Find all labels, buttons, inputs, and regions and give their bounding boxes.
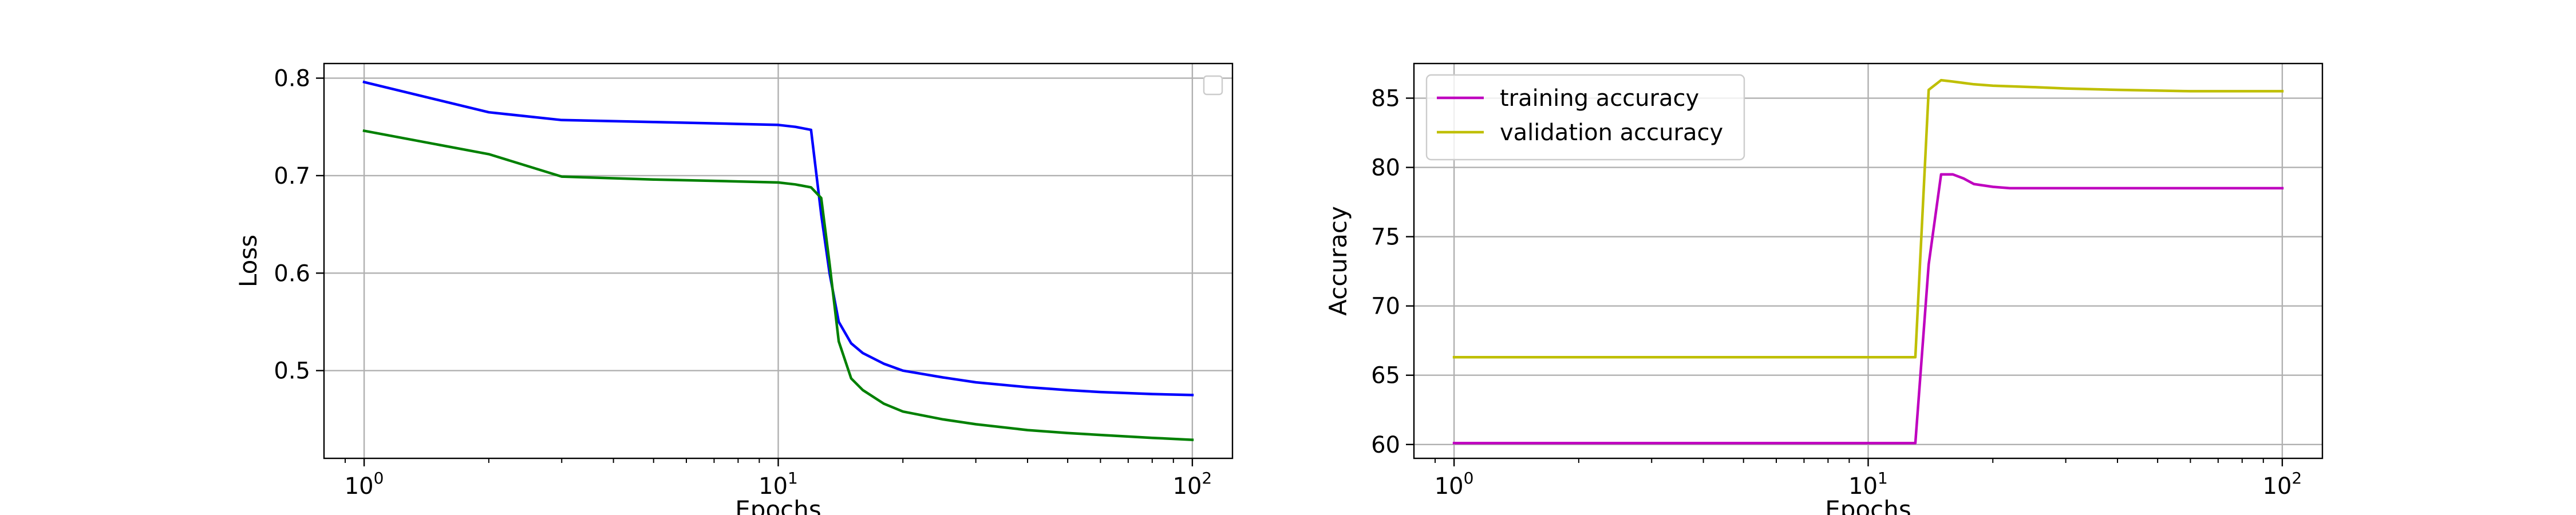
- y-tick-label-3: 70: [1371, 294, 1400, 320]
- y-axis-title: Accuracy: [1324, 206, 1352, 316]
- series-line-1: [1452, 173, 2284, 445]
- legend-box: [1203, 75, 1223, 96]
- chart-panel-1: 100 101 102 0.5 0.6 0.7 0.8 Epochs Loss: [234, 62, 1234, 515]
- series-line-1: [362, 80, 1194, 397]
- legend: training accuracy validation accuracy: [1425, 74, 1745, 161]
- y-tick-label-1: 60: [1371, 432, 1400, 458]
- x-tick-label-1: 100: [1435, 469, 1474, 500]
- axes-frame: [1413, 62, 2324, 459]
- y-tick-label-2: 0.6: [274, 260, 310, 287]
- y-tick-label-4: 0.8: [274, 66, 310, 92]
- legend-label-2: validation accuracy: [1500, 120, 1723, 146]
- y-tick-label-4: 75: [1371, 224, 1400, 251]
- legend-box: [1425, 74, 1745, 161]
- y-tick-label-2: 65: [1371, 363, 1400, 389]
- series-line-2: [362, 129, 1194, 441]
- legend-label-1: training accuracy: [1500, 85, 1699, 112]
- x-axis-title: Epochs: [735, 496, 821, 515]
- x-tick-label-1: 100: [345, 469, 384, 500]
- y-tick-label-3: 0.7: [274, 163, 310, 189]
- series-line-2: [1452, 78, 2284, 359]
- y-tick-label-5: 80: [1371, 155, 1400, 181]
- y-tick-label-6: 85: [1371, 86, 1400, 112]
- x-tick-label-3: 102: [2263, 469, 2302, 500]
- y-tick-label-1: 0.5: [274, 358, 310, 385]
- x-tick-label-2: 101: [758, 469, 798, 500]
- axes-frame: [323, 62, 1234, 459]
- x-tick-label-2: 101: [1848, 469, 1888, 500]
- chart-panel-2: 100 101 102 60 65 70 75 80 85 Epochs Accuracy train…: [1324, 62, 2324, 515]
- x-axis-title: Epochs: [1825, 496, 1911, 515]
- x-tick-label-3: 102: [1173, 469, 1212, 500]
- y-axis-title: Loss: [234, 235, 262, 287]
